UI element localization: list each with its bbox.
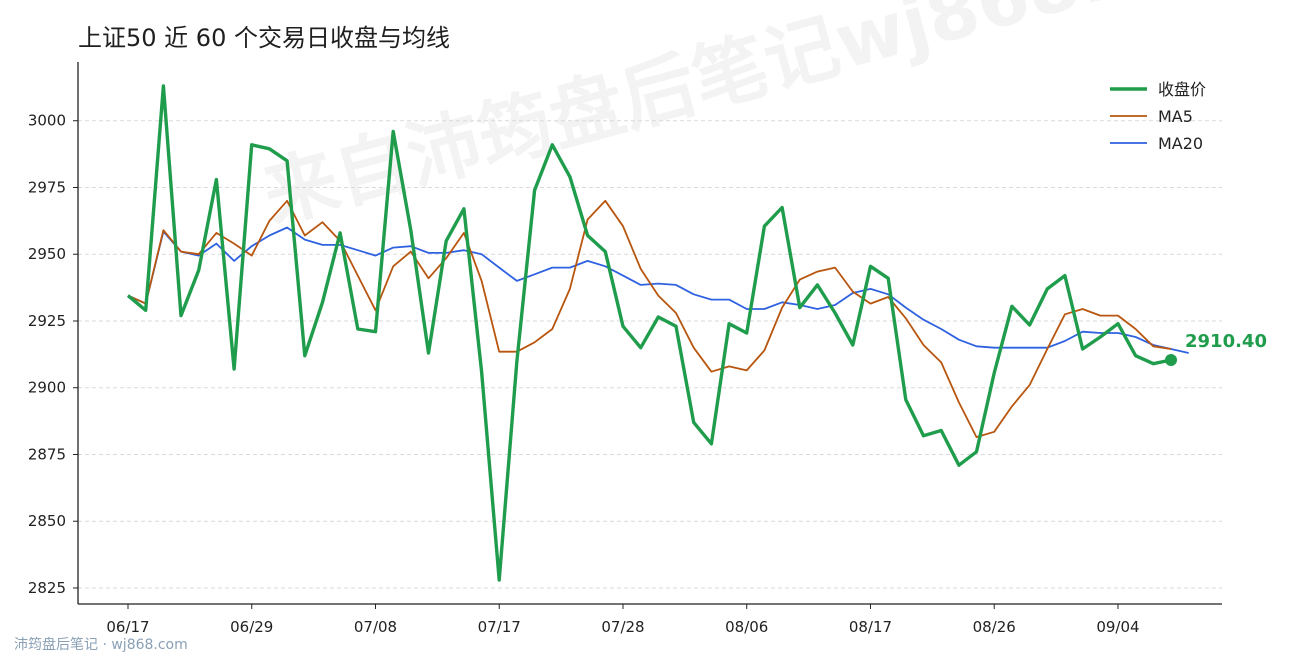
close-price-line — [126, 84, 1172, 582]
legend-label: MA5 — [1158, 107, 1193, 126]
footer-credit: 沛筠盘后笔记 · wj868.com — [14, 637, 188, 653]
legend-label: 收盘价 — [1158, 80, 1206, 99]
y-tick-label: 2825 — [28, 579, 66, 597]
legend-label: MA20 — [1158, 134, 1203, 153]
y-tick-label: 2925 — [28, 312, 66, 330]
x-tick-label: 06/17 — [106, 618, 149, 636]
x-tick-label: 08/06 — [725, 618, 768, 636]
x-tick-label: 08/17 — [849, 618, 892, 636]
x-tick-label: 07/28 — [601, 618, 644, 636]
y-tick-label: 2850 — [28, 512, 66, 530]
last-close-label: 2910.40 — [1185, 331, 1267, 352]
y-tick-label: 2950 — [28, 245, 66, 263]
chart-title: 上证50 近 60 个交易日收盘与均线 — [78, 24, 450, 52]
y-tick-label: 3000 — [28, 112, 66, 130]
x-tick-label: 08/26 — [973, 618, 1016, 636]
x-tick-label: 07/08 — [354, 618, 397, 636]
y-tick-label: 2975 — [28, 178, 66, 196]
y-tick-label: 2875 — [28, 445, 66, 463]
last-close-marker — [1165, 353, 1177, 366]
x-tick-label: 06/29 — [230, 618, 273, 636]
x-tick-label: 07/17 — [478, 618, 521, 636]
y-tick-label: 2900 — [28, 379, 66, 397]
ma5-line — [127, 199, 1172, 438]
x-tick-label: 09/04 — [1096, 618, 1139, 636]
ma20-line — [127, 226, 1189, 354]
